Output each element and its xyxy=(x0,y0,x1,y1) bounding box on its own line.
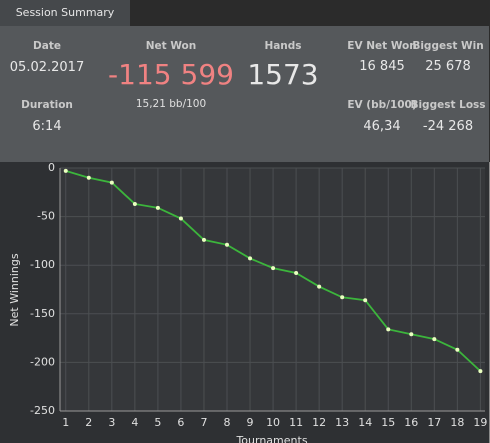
marker xyxy=(225,242,230,247)
x-tick-label: 18 xyxy=(450,416,464,429)
stat-value: -24 268 xyxy=(422,119,474,134)
y-tick-label: -50 xyxy=(37,210,55,223)
stat-label: Biggest Loss xyxy=(410,99,486,111)
marker xyxy=(63,168,68,173)
y-tick-label: -200 xyxy=(30,355,55,368)
stat-sub: 15,21 bb/100 xyxy=(135,98,207,110)
stat-value: 16 845 xyxy=(359,59,405,74)
marker xyxy=(340,295,345,300)
marker xyxy=(178,216,183,221)
x-tick-label: 3 xyxy=(108,416,115,429)
x-tick-label: 15 xyxy=(381,416,395,429)
stat-value: 46,34 xyxy=(363,119,401,134)
chart: Net Winnings Tournaments 0 -50 -100 -150 -20… xyxy=(0,162,490,443)
x-tick-label: 17 xyxy=(427,416,441,429)
x-tick-label: 5 xyxy=(154,416,161,429)
marker xyxy=(109,180,114,185)
marker xyxy=(294,270,299,275)
marker xyxy=(317,284,322,289)
plot-bg xyxy=(60,168,485,411)
stat-label: Biggest Win xyxy=(412,40,484,52)
marker xyxy=(409,332,414,337)
stat-label: Duration xyxy=(21,99,73,111)
x-tick-label: 19 xyxy=(473,416,487,429)
marker xyxy=(86,175,91,180)
marker xyxy=(478,369,483,374)
marker xyxy=(432,337,437,342)
stat-label: Hands xyxy=(264,40,302,52)
marker xyxy=(132,201,137,206)
x-axis-label: Tournaments xyxy=(235,434,307,443)
x-tick-label: 14 xyxy=(358,416,372,429)
marker xyxy=(201,237,206,242)
stat-value: -115 599 xyxy=(108,58,234,91)
y-tick-label: 0 xyxy=(48,162,55,174)
stat-value: 25 678 xyxy=(425,59,471,74)
tab[interactable]: Session Summary xyxy=(0,0,130,26)
y-tick-label: -150 xyxy=(30,307,55,320)
marker xyxy=(155,205,160,210)
y-tick-label: -250 xyxy=(30,404,55,417)
y-axis-label: Net Winnings xyxy=(8,253,21,326)
stat-value: 6:14 xyxy=(32,119,62,134)
marker xyxy=(455,347,460,352)
stat-label: EV (bb/100) xyxy=(347,99,417,111)
stat-value: 1573 xyxy=(247,58,319,91)
x-tick-label: 12 xyxy=(312,416,326,429)
x-tick-label: 16 xyxy=(404,416,418,429)
x-tick-label: 13 xyxy=(335,416,349,429)
x-tick-label: 4 xyxy=(131,416,138,429)
stat-label: EV Net Won xyxy=(347,40,417,52)
summary-panel: Date 05.02.2017 Net Won -115 599 15,21 b… xyxy=(0,26,489,162)
x-tick-label: 7 xyxy=(200,416,207,429)
stat-value: 05.02.2017 xyxy=(9,60,85,75)
x-tick-label: 11 xyxy=(289,416,303,429)
x-tick-label: 2 xyxy=(85,416,92,429)
y-tick-label: -100 xyxy=(30,258,55,271)
x-tick-label: 6 xyxy=(177,416,184,429)
x-tick-label: 10 xyxy=(266,416,280,429)
stat-label: Date xyxy=(33,40,61,52)
stat-label: Net Won xyxy=(145,40,197,52)
marker xyxy=(271,266,276,271)
marker xyxy=(248,256,253,261)
marker xyxy=(386,327,391,332)
x-tick-label: 8 xyxy=(224,416,231,429)
x-tick-label: 9 xyxy=(247,416,254,429)
x-tick-label: 1 xyxy=(62,416,69,429)
marker xyxy=(363,298,368,303)
